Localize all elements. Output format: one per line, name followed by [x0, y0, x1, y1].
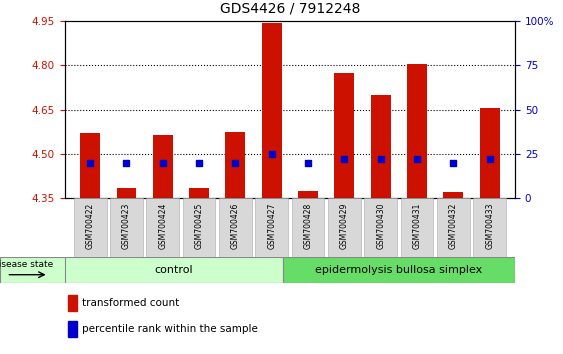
Text: GSM700431: GSM700431 [413, 203, 422, 249]
FancyBboxPatch shape [401, 198, 434, 257]
Text: percentile rank within the sample: percentile rank within the sample [82, 324, 258, 334]
Text: GSM700429: GSM700429 [340, 203, 349, 249]
FancyBboxPatch shape [110, 198, 143, 257]
FancyBboxPatch shape [74, 198, 106, 257]
Point [485, 156, 494, 162]
Text: GSM700433: GSM700433 [485, 203, 494, 250]
Bar [444, 192, 463, 198]
Point [267, 151, 276, 157]
Text: epidermolysis bullosa simplex: epidermolysis bullosa simplex [315, 265, 482, 275]
FancyBboxPatch shape [328, 198, 361, 257]
Text: GSM700422: GSM700422 [86, 203, 95, 249]
Point [376, 156, 385, 162]
Text: transformed count: transformed count [82, 298, 180, 308]
FancyBboxPatch shape [183, 198, 216, 257]
Bar [334, 73, 355, 198]
FancyBboxPatch shape [364, 198, 397, 257]
Point [122, 160, 131, 166]
Bar [407, 64, 427, 198]
Text: disease state: disease state [0, 259, 53, 269]
Point [303, 160, 312, 166]
Bar [153, 135, 173, 198]
FancyBboxPatch shape [146, 198, 179, 257]
Text: GSM700428: GSM700428 [303, 203, 312, 249]
Bar [225, 132, 245, 198]
FancyBboxPatch shape [437, 198, 470, 257]
Bar [68, 321, 77, 337]
Bar [371, 95, 391, 198]
Bar [65, 257, 283, 283]
FancyBboxPatch shape [292, 198, 324, 257]
FancyBboxPatch shape [219, 198, 252, 257]
Point [340, 156, 349, 162]
Bar [298, 191, 318, 198]
Point [231, 160, 240, 166]
Text: GSM700424: GSM700424 [158, 203, 167, 249]
Text: GSM700423: GSM700423 [122, 203, 131, 249]
Text: GSM700425: GSM700425 [195, 203, 204, 249]
Bar [68, 295, 77, 310]
Text: GSM700426: GSM700426 [231, 203, 240, 249]
Bar [283, 257, 515, 283]
Bar [262, 23, 282, 198]
Bar [189, 188, 209, 198]
Point [413, 156, 422, 162]
Text: GSM700427: GSM700427 [267, 203, 276, 249]
Text: control: control [154, 265, 193, 275]
Point [195, 160, 204, 166]
FancyBboxPatch shape [473, 198, 506, 257]
FancyBboxPatch shape [256, 198, 288, 257]
Point [158, 160, 167, 166]
Text: GSM700430: GSM700430 [376, 203, 385, 250]
Point [449, 160, 458, 166]
Bar [117, 188, 136, 198]
Text: GDS4426 / 7912248: GDS4426 / 7912248 [220, 2, 360, 16]
Bar [80, 133, 100, 198]
Point [86, 160, 95, 166]
Bar [480, 108, 500, 198]
Text: GSM700432: GSM700432 [449, 203, 458, 249]
